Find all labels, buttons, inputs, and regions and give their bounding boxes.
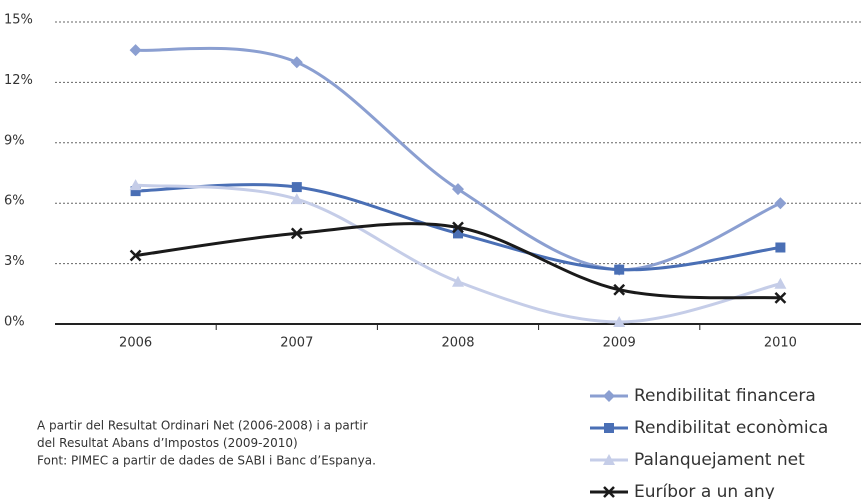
note: del Resultat Abans d’Impostos (2009-2010… <box>37 436 298 450</box>
marker <box>129 249 142 262</box>
marker <box>613 283 626 296</box>
x-tick-label: 2006 <box>119 336 152 351</box>
marker <box>603 454 615 465</box>
x-tick-label: 2007 <box>280 336 313 351</box>
y-tick-label: 6% <box>4 194 25 209</box>
marker <box>603 486 615 498</box>
legend-label: Palanquejament net <box>634 450 805 470</box>
marker <box>452 183 464 196</box>
y-tick-label: 0% <box>4 315 25 330</box>
marker <box>290 193 303 205</box>
marker <box>774 291 787 304</box>
marker <box>291 182 302 193</box>
note: A partir del Resultat Ordinari Net (2006… <box>37 419 368 433</box>
x-tick-label: 2010 <box>764 336 797 351</box>
y-tick-label: 15% <box>4 13 33 28</box>
marker <box>129 44 142 57</box>
marker <box>453 228 463 239</box>
marker <box>604 423 614 433</box>
marker <box>614 264 625 275</box>
y-tick-label: 12% <box>4 73 33 88</box>
y-tick-label: 9% <box>4 133 25 148</box>
marker <box>130 186 141 197</box>
marker <box>290 56 303 69</box>
marker <box>775 242 786 253</box>
marker <box>774 277 787 289</box>
legend-label: Euríbor a un any <box>634 482 775 499</box>
y-tick-label: 3% <box>4 254 25 269</box>
x-tick-label: 2009 <box>603 336 636 351</box>
marker <box>613 315 626 327</box>
legend-label: Rendibilitat financera <box>634 386 816 406</box>
legend-label: Rendibilitat econòmica <box>634 418 828 438</box>
note: Font: PIMEC a partir de dades de SABI i … <box>37 454 376 468</box>
marker <box>774 197 787 210</box>
marker <box>129 179 142 191</box>
marker <box>452 275 464 287</box>
marker <box>603 390 615 402</box>
marker <box>290 227 303 240</box>
marker <box>452 221 464 234</box>
x-tick-label: 2008 <box>441 336 474 351</box>
